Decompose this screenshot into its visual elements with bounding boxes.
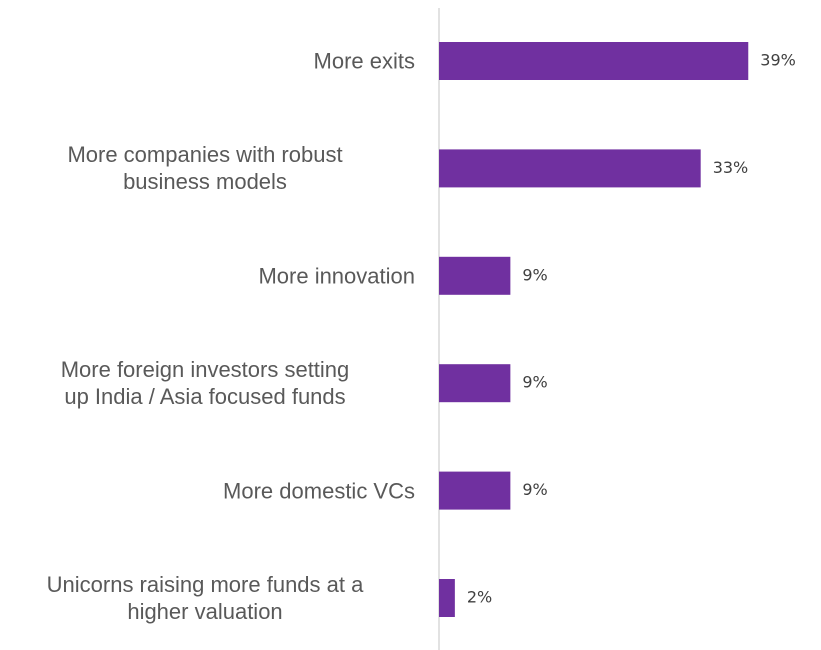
category-label: More innovation bbox=[258, 263, 415, 289]
bar bbox=[439, 42, 749, 80]
category-label: More exits bbox=[313, 48, 415, 74]
category-label: Unicorns raising more funds at a higher … bbox=[46, 572, 364, 624]
bar bbox=[439, 364, 511, 403]
category-label: More domestic VCs bbox=[223, 478, 415, 504]
value-label: 2% bbox=[467, 588, 492, 607]
value-label: 33% bbox=[713, 158, 749, 177]
value-label: 39% bbox=[760, 51, 796, 70]
bar bbox=[439, 579, 455, 617]
category-label: More companies with robust business mode… bbox=[67, 142, 343, 195]
value-label: 9% bbox=[522, 480, 547, 499]
bar bbox=[439, 149, 701, 188]
bar bbox=[439, 256, 511, 295]
bar bbox=[439, 471, 511, 510]
value-label: 9% bbox=[522, 265, 547, 284]
category-label: More foreign investors setting up India … bbox=[60, 357, 350, 410]
value-label: 9% bbox=[522, 373, 547, 392]
